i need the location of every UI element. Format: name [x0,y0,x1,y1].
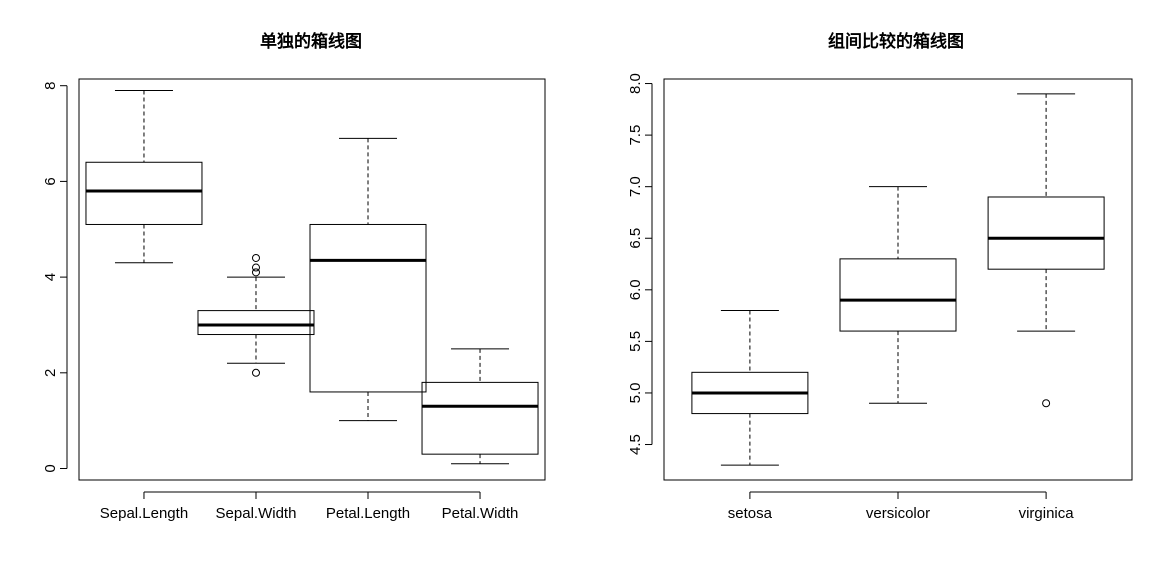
plot-frame [663,78,1133,481]
x-category-label: Petal.Length [326,505,410,522]
box-iqr [85,161,203,225]
y-tick-label: 4 [42,273,59,281]
plot-marks: 4.5 5.0 5.5 6.0 6.5 7.0 7.5 8.0 setosa versicolor… [627,73,1105,522]
y-tick-label: 6 [42,177,59,185]
box-iqr [309,223,427,393]
x-category-label: versicolor [866,505,930,522]
box-iqr [987,196,1105,270]
y-tick-label: 5.5 [627,331,644,352]
y-tick-label: 7.5 [627,125,644,146]
panel-group-comparison-boxplots: 组间比较的箱线图 4.5 5.0 5.5 6.0 6.5 7.0 7.5 8.0 setosa v… [627,31,1133,522]
plot-frame [78,78,546,481]
x-category-label: setosa [728,505,773,522]
x-category-label: Sepal.Length [100,505,188,522]
outlier-point [251,368,260,377]
y-tick-label: 2 [42,369,59,377]
panel-individual-boxplots: 单独的箱线图 0 2 4 6 8 Sepal.Length Sepal.Width Petal… [42,31,546,522]
y-tick-label: 7.0 [627,176,644,197]
y-tick-label: 8 [42,82,59,90]
box-iqr [197,310,315,336]
chart-title: 单独的箱线图 [260,31,362,52]
chart-title: 组间比较的箱线图 [828,31,964,52]
y-tick-label: 8.0 [627,73,644,94]
x-category-label: Petal.Width [442,505,519,522]
y-tick-label: 0 [42,464,59,472]
outlier-point [251,263,260,272]
y-tick-label: 6.0 [627,279,644,300]
outlier-point [1042,399,1051,408]
box-iqr [839,258,957,332]
outlier-point [251,268,260,277]
y-tick-label: 5.0 [627,383,644,404]
y-tick-label: 4.5 [627,434,644,455]
x-category-label: virginica [1019,505,1075,522]
plot-marks: 0 2 4 6 8 Sepal.Length Sepal.Width Petal.Length… [42,82,539,522]
y-tick-label: 6.5 [627,228,644,249]
x-category-label: Sepal.Width [216,505,297,522]
box-iqr [421,381,539,455]
outlier-point [251,253,260,262]
